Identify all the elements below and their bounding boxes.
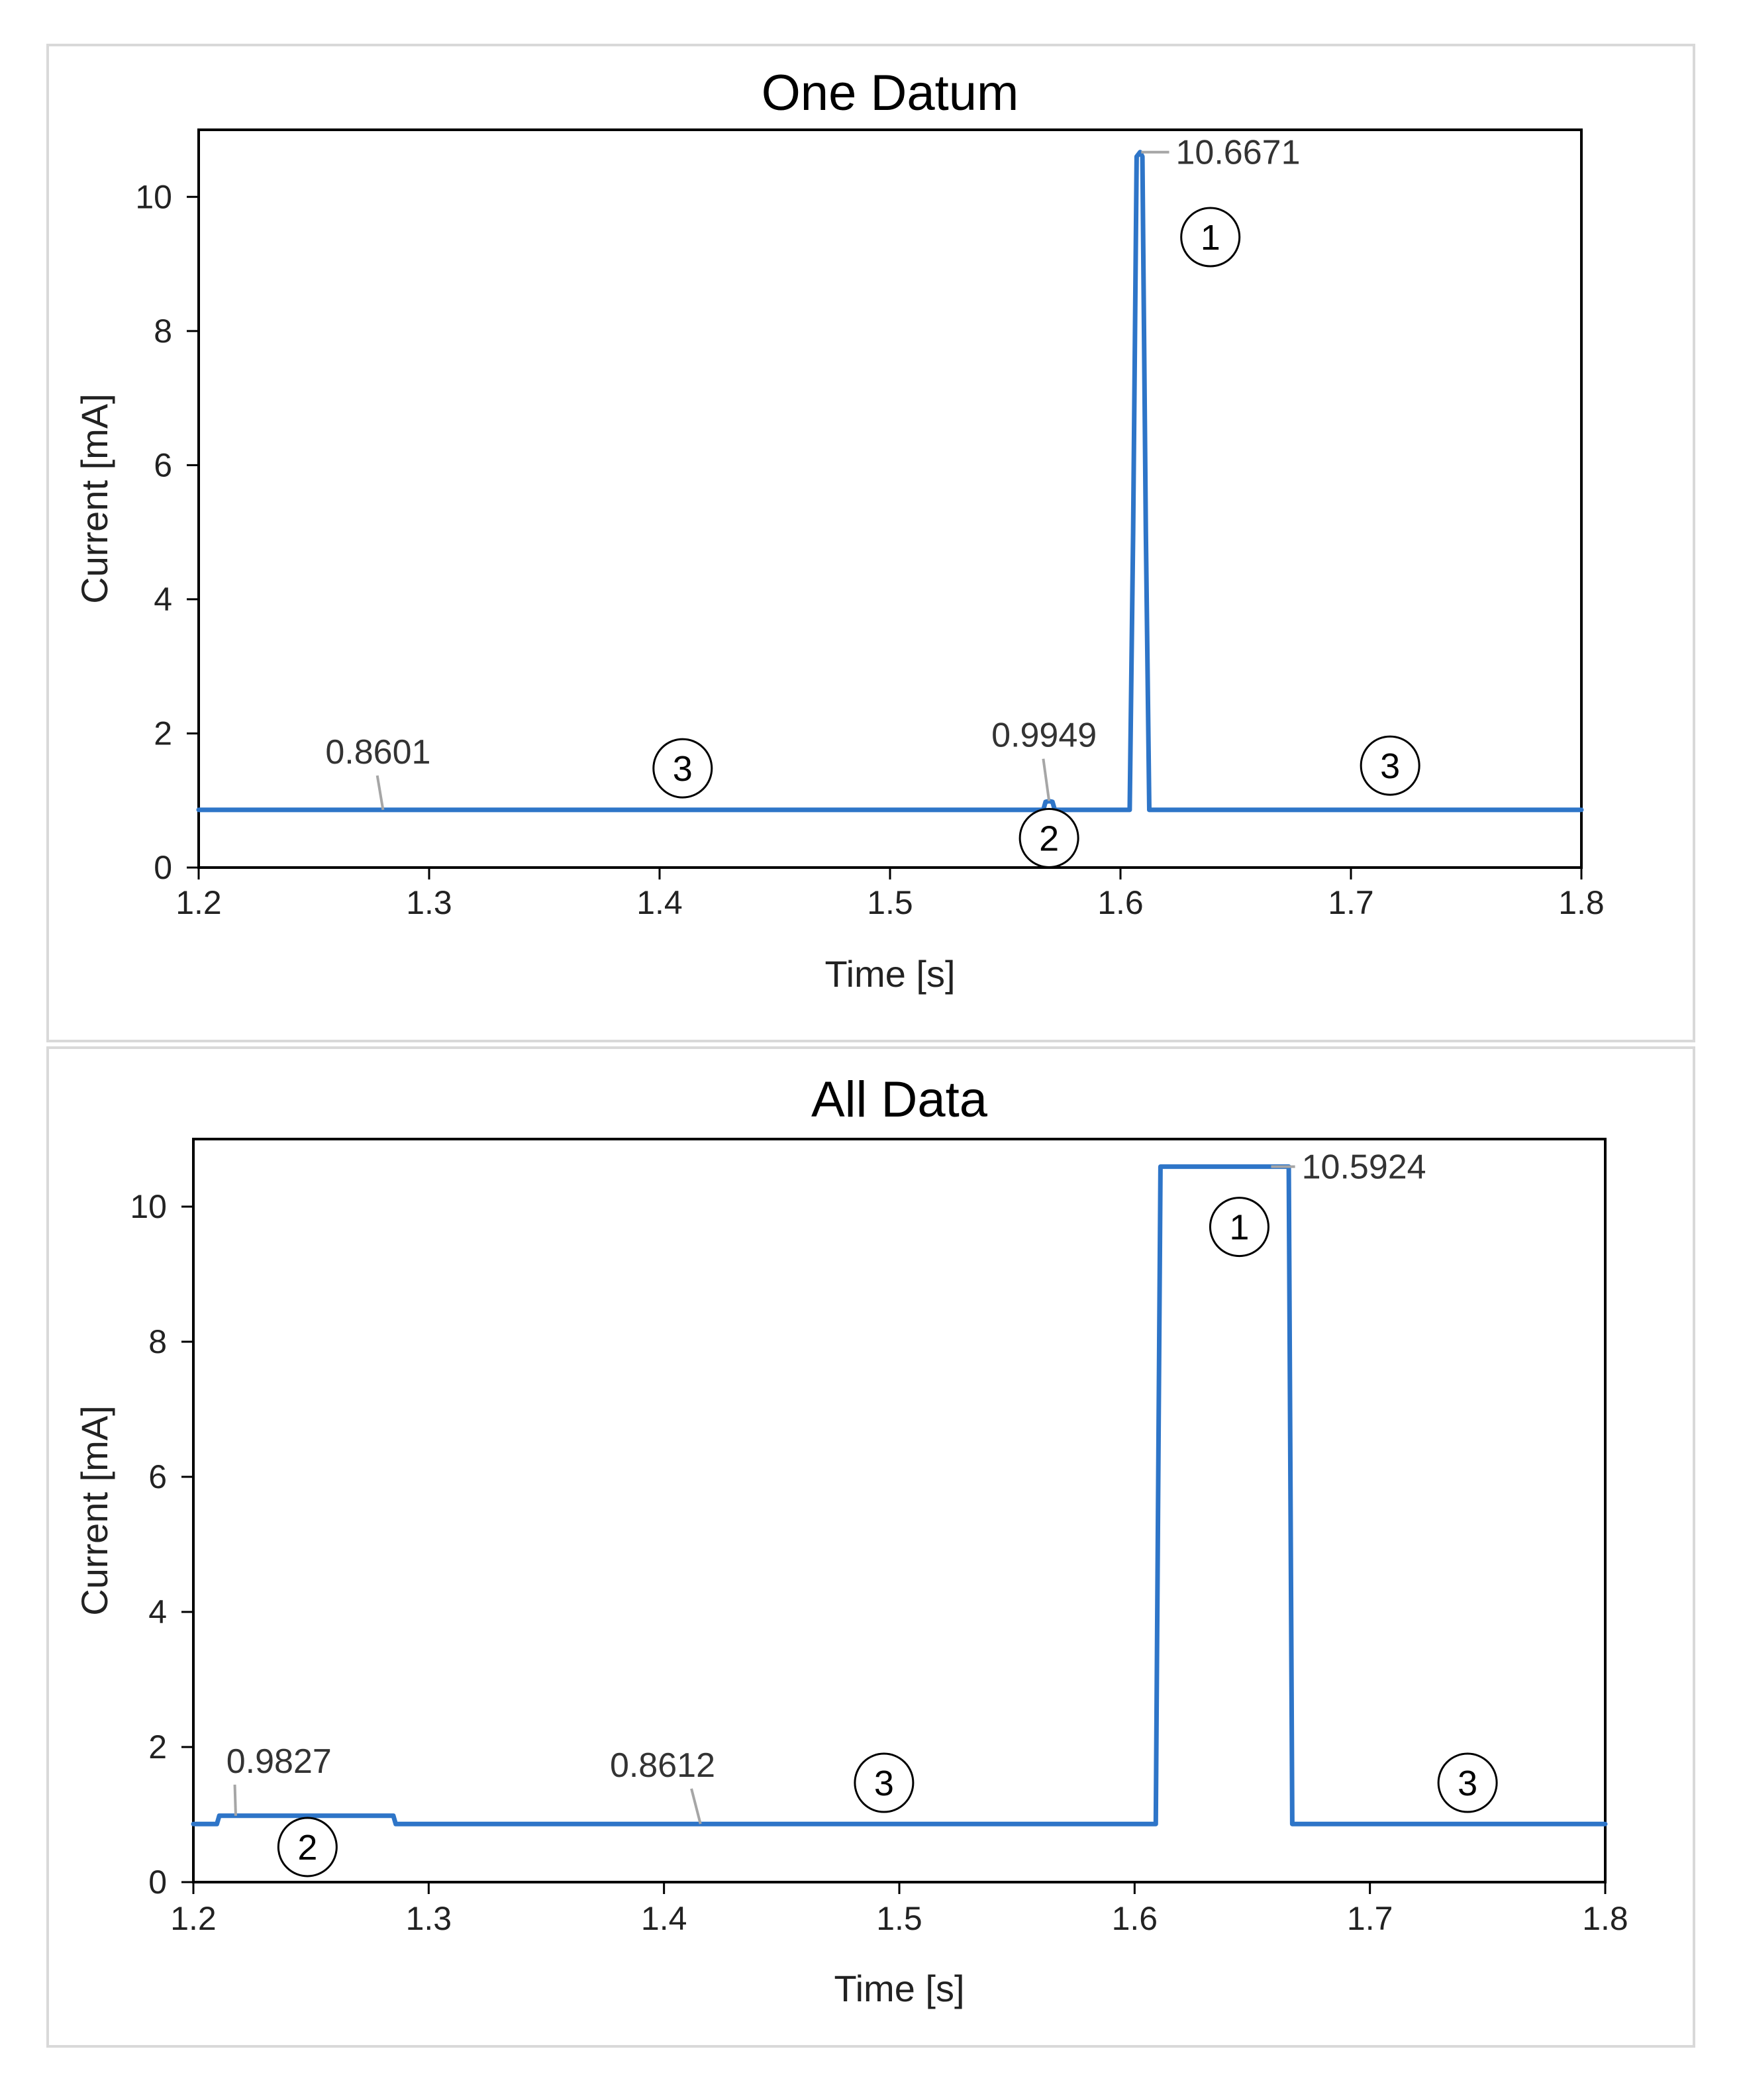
x-tick-label: 1.4 bbox=[641, 1900, 687, 1937]
annotation-leader bbox=[233, 1784, 237, 1816]
y-tick-label: 2 bbox=[154, 715, 172, 752]
y-tick-label: 10 bbox=[130, 1188, 167, 1225]
x-tick-label: 1.3 bbox=[406, 1900, 452, 1937]
chart-title: One Datum bbox=[762, 65, 1019, 121]
x-axis-label: Time [s] bbox=[824, 953, 955, 995]
chart-panel-one-datum: One Datum 1.2 1.3 1.4 1.5 1.6 1.7 1.8 0 2 4 6 8 10 Tim… bbox=[46, 44, 1695, 1042]
y-tick-label: 8 bbox=[154, 313, 172, 350]
region-marker-label: 1 bbox=[1201, 218, 1220, 258]
x-tick-label: 1.8 bbox=[1558, 884, 1605, 921]
y-tick-label: 2 bbox=[148, 1728, 167, 1766]
region-marker-circle bbox=[652, 738, 713, 799]
annotation-leader bbox=[375, 775, 385, 811]
x-tick-label: 1.6 bbox=[1112, 1900, 1158, 1937]
x-tick-label: 1.2 bbox=[175, 884, 222, 921]
region-marker-circle bbox=[1360, 735, 1420, 796]
series-line bbox=[191, 1164, 1608, 1826]
y-tick-label: 6 bbox=[154, 446, 172, 483]
region-marker-label: 2 bbox=[1039, 819, 1059, 858]
y-tick-label: 6 bbox=[148, 1458, 167, 1495]
annotation-label: 0.8612 bbox=[610, 1746, 715, 1785]
region-marker-circle bbox=[1180, 207, 1241, 268]
annotation-label: 10.6671 bbox=[1176, 134, 1301, 172]
annotation-leader bbox=[1042, 758, 1051, 801]
annotation-label: 0.9949 bbox=[991, 717, 1097, 755]
annotation-label: 10.5924 bbox=[1302, 1148, 1426, 1187]
chart-panel-all-data: All Data 1.2 1.3 1.4 1.5 1.6 1.7 1.8 0 2 4 6 8 10 Time… bbox=[46, 1046, 1695, 2048]
annotation-label: 0.8601 bbox=[325, 733, 430, 772]
x-tick-label: 1.7 bbox=[1347, 1900, 1393, 1937]
region-marker-circle bbox=[1019, 807, 1079, 868]
region-marker-label: 2 bbox=[297, 1828, 317, 1868]
x-tick-label: 1.5 bbox=[867, 884, 913, 921]
series-line bbox=[196, 150, 1584, 813]
chart-one-datum: One Datum 1.2 1.3 1.4 1.5 1.6 1.7 1.8 0 2 4 6 8 10 Tim… bbox=[74, 65, 1605, 995]
region-marker-circle bbox=[1437, 1752, 1498, 1813]
region-marker-circle bbox=[854, 1752, 915, 1813]
x-tick-label: 1.8 bbox=[1582, 1900, 1628, 1937]
region-marker-label: 3 bbox=[1458, 1764, 1477, 1803]
x-tick-label: 1.3 bbox=[406, 884, 452, 921]
region-marker-label: 3 bbox=[1380, 746, 1400, 786]
chart-title: All Data bbox=[811, 1072, 988, 1128]
region-marker-label: 3 bbox=[874, 1764, 894, 1803]
y-tick-label: 10 bbox=[135, 178, 172, 215]
region-marker-label: 3 bbox=[673, 749, 693, 789]
y-tick-label: 4 bbox=[154, 581, 172, 618]
y-tick-label: 0 bbox=[148, 1864, 167, 1901]
y-tick-label: 8 bbox=[148, 1323, 167, 1360]
y-axis-label: Current [mA] bbox=[74, 393, 115, 603]
x-tick-label: 1.2 bbox=[170, 1900, 217, 1937]
annotation-label: 0.9827 bbox=[226, 1742, 332, 1781]
region-marker-circle bbox=[1209, 1197, 1269, 1258]
x-tick-label: 1.6 bbox=[1097, 884, 1144, 921]
chart-all-data: All Data 1.2 1.3 1.4 1.5 1.6 1.7 1.8 0 2 4 6 8 10 Time… bbox=[74, 1072, 1628, 2009]
x-axis-label: Time [s] bbox=[834, 1968, 964, 2009]
x-tick-label: 1.4 bbox=[636, 884, 683, 921]
x-tick-label: 1.5 bbox=[876, 1900, 922, 1937]
annotation-leader bbox=[690, 1788, 702, 1825]
region-marker-label: 1 bbox=[1229, 1208, 1249, 1248]
x-tick-label: 1.7 bbox=[1328, 884, 1374, 921]
y-axis-label: Current [mA] bbox=[74, 1405, 115, 1615]
y-tick-label: 0 bbox=[154, 849, 172, 886]
region-marker-circle bbox=[277, 1817, 338, 1877]
y-tick-label: 4 bbox=[148, 1593, 167, 1630]
